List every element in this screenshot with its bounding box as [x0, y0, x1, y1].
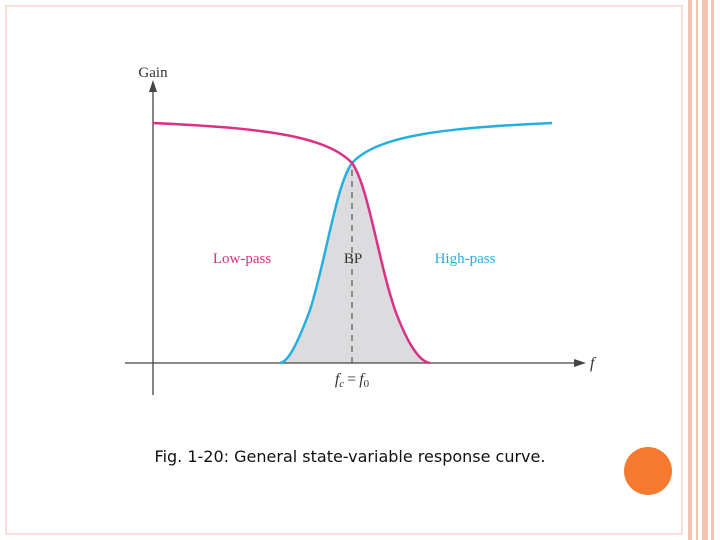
- stripe: [702, 0, 708, 540]
- high-pass-label: High-pass: [435, 251, 496, 267]
- cutoff-part: 0: [364, 378, 370, 390]
- caption: Fig. 1-20: General state-variable respon…: [155, 447, 546, 466]
- x-axis-label: f: [590, 355, 597, 372]
- low-pass-curve: [152, 121, 431, 365]
- bp-label: BP: [344, 251, 362, 267]
- cutoff-label: fc = f0: [335, 371, 370, 390]
- low-pass-label: Low-pass: [213, 251, 271, 267]
- bandpass-area: [280, 163, 430, 363]
- cutoff-part: =: [347, 371, 356, 388]
- y-arrow: [149, 80, 157, 92]
- slide-border: [5, 5, 683, 535]
- cutoff-part: f: [359, 371, 366, 388]
- x-arrow: [574, 359, 586, 367]
- stripe: [696, 0, 698, 540]
- cutoff-part: c: [339, 378, 344, 390]
- y-axis-label: Gain: [138, 65, 168, 81]
- high-pass-curve: [279, 121, 553, 365]
- stripe: [688, 0, 692, 540]
- cutoff-part: f: [335, 371, 342, 388]
- stripe: [711, 0, 714, 540]
- decor-circle: [624, 447, 672, 495]
